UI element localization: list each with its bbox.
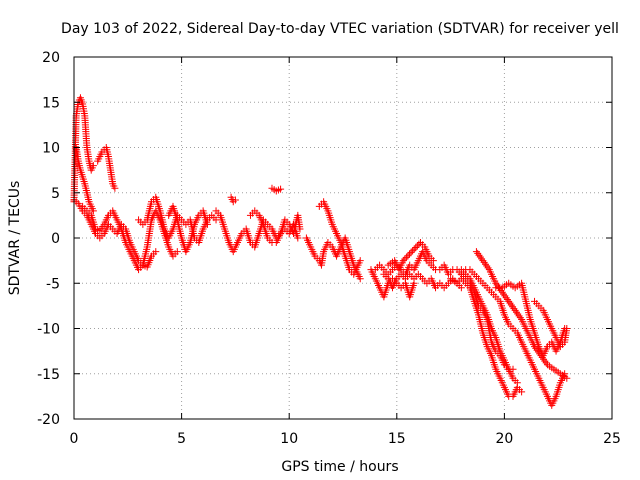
data-point [277,185,285,193]
y-tick-label: 0 [51,231,60,247]
y-tick-label: 20 [42,50,60,66]
x-tick-label: 5 [177,431,186,447]
data-point [294,234,302,242]
data-point [402,253,410,261]
data-point [481,260,489,268]
data-point [518,388,526,396]
data-point [516,314,524,322]
data-point [483,262,491,270]
data-point [296,225,304,233]
data-point [413,242,421,250]
data-point [356,275,364,283]
data-point [479,257,487,265]
data-point [407,248,415,256]
data-point [410,245,418,253]
data-point [512,308,520,316]
data-point [484,264,492,272]
data-point [152,248,160,256]
x-axis-tick-labels: 0 5 10 15 20 25 [70,431,621,447]
axis-ticks [73,56,613,420]
y-tick-label: 15 [42,95,60,111]
data-point [412,243,420,251]
data-point [415,240,423,248]
data-point [514,310,522,318]
data-point [509,365,517,373]
y-tick-label: -15 [37,367,60,383]
x-tick-label: 0 [70,431,79,447]
data-point [406,250,414,258]
data-point [472,248,480,256]
data-point [409,247,417,255]
y-tick-label: 5 [51,186,60,202]
data-point [510,305,518,313]
data-point [475,251,483,259]
y-axis-label: SDTVAR / TECUs [7,181,23,296]
data-point [401,255,409,263]
y-tick-label: -5 [46,276,60,292]
data-point [563,325,571,332]
data-point [203,220,211,228]
data-point [511,306,519,314]
data-point [480,258,488,266]
x-tick-label: 20 [495,431,513,447]
x-axis-label: GPS time / hours [281,459,398,475]
data-point [399,257,407,265]
data-point [541,357,549,365]
data-point [89,162,97,170]
data-point [474,249,482,257]
data-point [502,294,510,302]
data-point [478,255,486,263]
data-point [505,297,513,305]
data-point [503,296,511,304]
data-point [404,252,412,260]
data-point [500,290,508,298]
y-tick-label: 10 [42,141,60,157]
data-point [356,257,364,265]
data-point [457,284,465,292]
data-point [231,196,239,204]
y-axis-tick-labels: -20 -15 -10 -5 0 5 10 15 20 [37,50,60,428]
data-point [563,374,571,382]
data-point [89,207,97,215]
data-point [501,292,509,300]
y-tick-label: -10 [37,322,60,338]
data-point [111,184,119,192]
data-points [70,94,571,409]
x-tick-label: 25 [603,431,621,447]
x-tick-label: 10 [280,431,298,447]
data-point [515,312,523,320]
data-point [507,301,515,309]
data-point [513,379,521,387]
data-point [542,359,550,367]
data-point [429,257,437,265]
data-point [509,303,517,311]
x-tick-label: 15 [388,431,406,447]
data-point [476,253,484,261]
chart-title: Day 103 of 2022, Sidereal Day-to-day VTE… [61,21,619,37]
data-point [173,248,181,256]
y-tick-label: -20 [37,412,60,428]
data-point [506,299,514,307]
